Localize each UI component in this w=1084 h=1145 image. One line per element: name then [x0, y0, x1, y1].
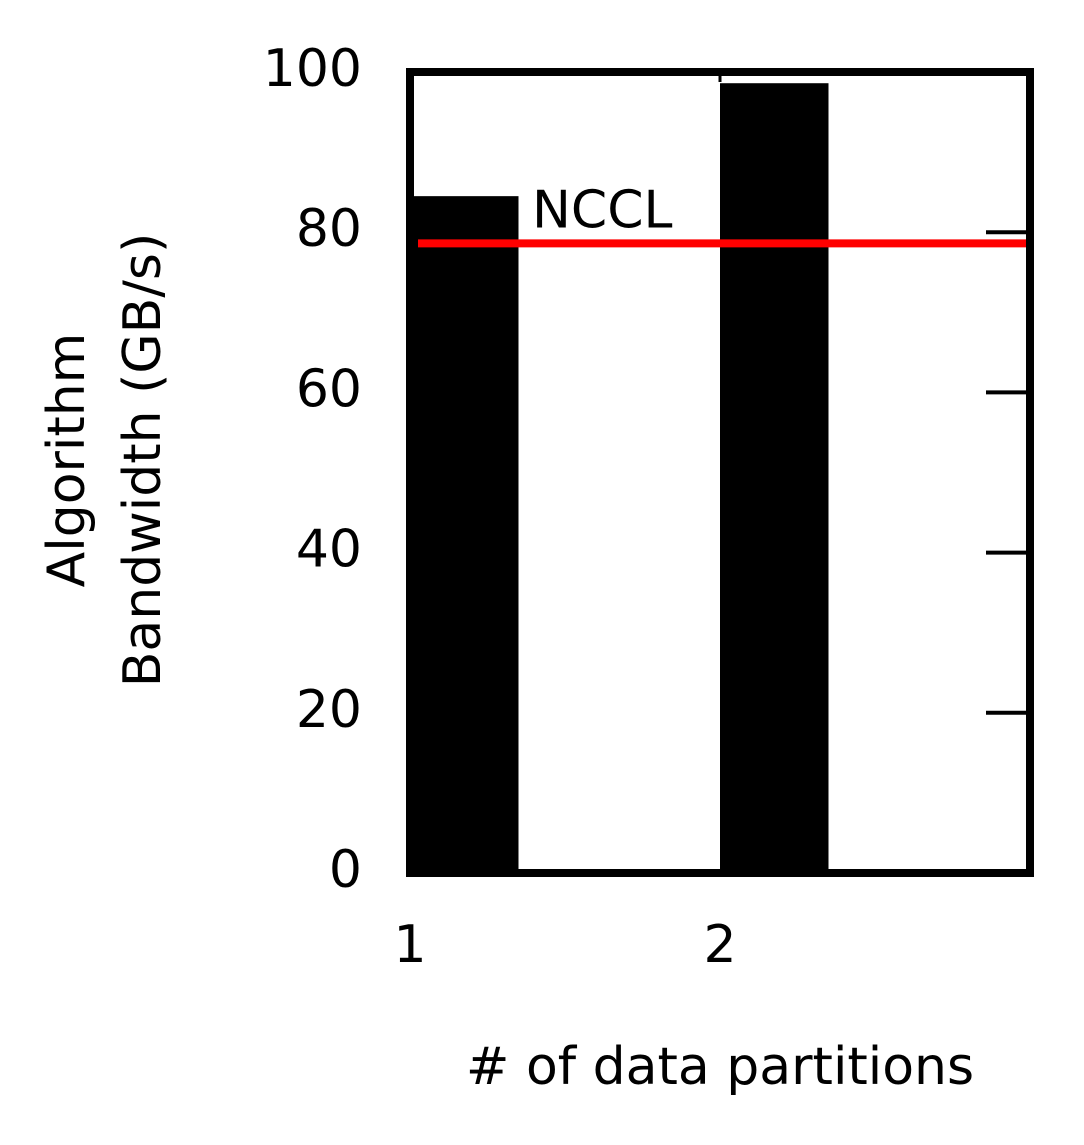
- x-axis-label: # of data partitions: [466, 1037, 974, 1097]
- y-tick-label: 40: [296, 520, 362, 580]
- y-tick-label: 80: [296, 199, 362, 259]
- y-tick-label: 20: [296, 680, 362, 740]
- reference-label: NCCL: [532, 180, 673, 240]
- x-tick-label: 1: [393, 915, 426, 975]
- x-tick-label: 2: [703, 915, 736, 975]
- y-tick-label: 100: [263, 39, 362, 99]
- y-axis-label: Bandwidth (GB/s): [113, 233, 173, 688]
- bar: [720, 83, 829, 874]
- plot-frame: [406, 68, 1034, 877]
- y-axis-label: Algorithm: [37, 333, 97, 588]
- bar: [410, 196, 519, 873]
- y-tick-label: 60: [296, 359, 362, 419]
- y-tick-label: 0: [329, 840, 362, 900]
